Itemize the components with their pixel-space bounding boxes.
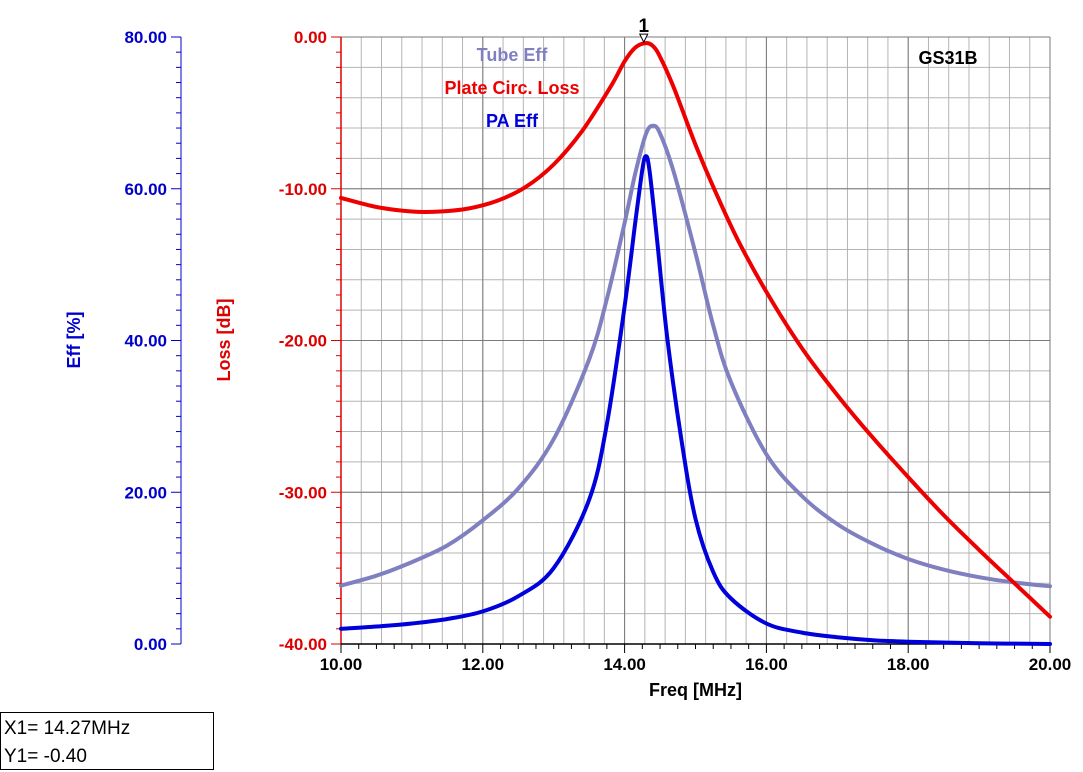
series-plate-circ-loss: [339, 41, 1052, 619]
loss-tick-label: -30.00: [279, 483, 327, 502]
x-tick-label: 18.00: [887, 655, 930, 674]
x-tick-label: 12.00: [462, 655, 505, 674]
eff-tick-label: 0.00: [134, 635, 167, 654]
eff-axis-label: Eff [%]: [64, 312, 84, 369]
labels: 0.00 20.00 40.00 60.00 80.00 Eff [%] -40.00 -30…: [64, 16, 1071, 700]
loss-tick-label: 0.00: [294, 28, 327, 47]
legend-plate-circ-loss: Plate Circ. Loss: [444, 78, 579, 98]
x-tick-label: 16.00: [745, 655, 788, 674]
eff-tick-label: 80.00: [124, 28, 167, 47]
legend-tube-eff: Tube Eff: [477, 45, 549, 65]
eff-tick-label: 60.00: [124, 180, 167, 199]
x-tick-label: 10.00: [320, 655, 363, 674]
loss-tick-label: -20.00: [279, 332, 327, 351]
x-axis-label: Freq [MHz]: [649, 680, 742, 700]
chart: 0.00 20.00 40.00 60.00 80.00 Eff [%] -40.00 -30…: [64, 16, 1071, 700]
marker-x-readout: X1= 14.27MHz: [4, 718, 131, 739]
eff-tick-label: 20.00: [124, 483, 167, 502]
series-layer: [339, 41, 1052, 646]
x-tick-label: 14.00: [603, 655, 646, 674]
chart-title: GS31B: [918, 48, 977, 68]
series-pa-eff: [339, 154, 1052, 646]
loss-tick-label: -10.00: [279, 180, 327, 199]
loss-axis-label: Loss [dB]: [214, 299, 234, 382]
series-tube-eff: [339, 123, 1052, 589]
marker-readout: X1= 14.27MHz Y1= -0.40: [0, 712, 214, 770]
eff-tick-label: 40.00: [124, 332, 167, 351]
grid: [340, 36, 1051, 645]
x-tick-label: 20.00: [1029, 655, 1072, 674]
loss-tick-label: -40.00: [279, 635, 327, 654]
marker-y-readout: Y1= -0.40: [4, 746, 87, 767]
legend-pa-eff: PA Eff: [486, 111, 539, 131]
marker-label: 1: [638, 16, 649, 37]
marker-triangle: [638, 33, 649, 44]
